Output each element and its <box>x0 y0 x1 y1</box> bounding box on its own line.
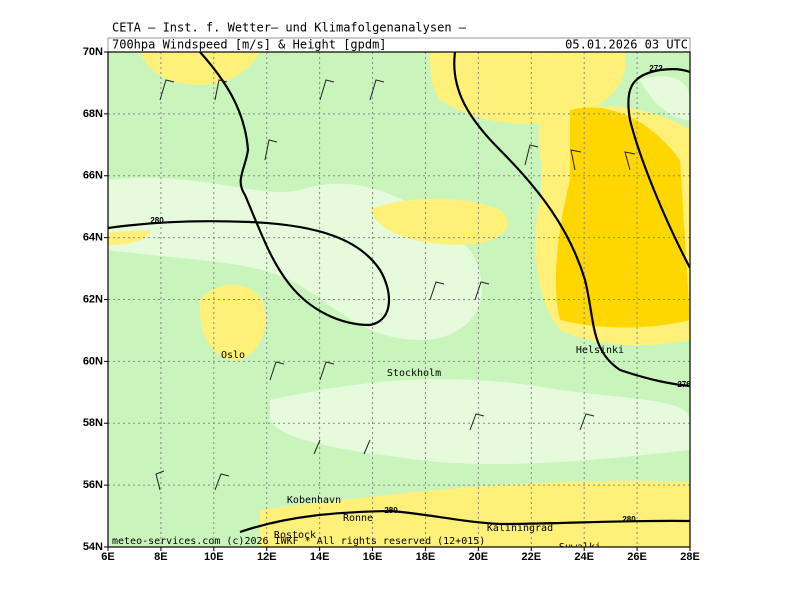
institute: CETA – Inst. f. Wetter– und Klimafolgena… <box>112 21 467 35</box>
place-label: Kaliningrad <box>487 523 553 534</box>
lon-label: 16E <box>363 551 383 563</box>
place-label: Kobenhavn <box>287 495 341 506</box>
lat-label: 60N <box>83 355 103 367</box>
wind-zone <box>370 198 508 245</box>
contour-label: 280 <box>150 216 164 225</box>
lon-label: 6E <box>101 551 114 563</box>
lon-label: 20E <box>469 551 489 563</box>
strong-wind-zone <box>555 107 690 328</box>
lat-label: 66N <box>83 170 103 182</box>
lon-label: 22E <box>521 551 541 563</box>
footer: meteo-services.com (c)2026 IWKF * All ri… <box>112 536 485 547</box>
map-area: 280 272 276 280 280 Oslo Stockholm Helsi… <box>108 52 691 553</box>
lat-label: 56N <box>83 479 103 491</box>
contour-line <box>108 52 391 327</box>
contour-label: 272 <box>649 64 663 73</box>
place-label: Rostock <box>274 530 316 541</box>
contour-label: 280 <box>384 506 398 515</box>
contour-line <box>453 52 690 388</box>
lat-label: 54N <box>83 541 103 553</box>
lat-label: 64N <box>83 232 103 244</box>
contour-label: 280 <box>622 515 636 524</box>
place-label: Suwalki <box>559 542 601 553</box>
lon-label: 18E <box>416 551 436 563</box>
valid-time: 05.01.2026 03 UTC <box>565 38 688 52</box>
contour-line <box>627 68 690 269</box>
lon-label: 8E <box>154 551 167 563</box>
product: 700hpa Windspeed [m/s] & Height [gpdm] <box>112 38 387 52</box>
lat-label: 68N <box>83 108 103 120</box>
lon-label: 28E <box>680 551 700 563</box>
lon-label: 10E <box>204 551 224 563</box>
place-label: Oslo <box>221 350 245 361</box>
lat-label: 58N <box>83 417 103 429</box>
lon-label: 24E <box>574 551 594 563</box>
place-label: Ronne <box>343 513 373 524</box>
place-label: Helsinki <box>576 345 624 356</box>
contour-line <box>239 509 690 534</box>
height-contours <box>108 52 690 534</box>
wind-zone <box>430 52 626 124</box>
lon-label: 12E <box>257 551 277 563</box>
contour-label: 276 <box>677 380 691 389</box>
wind-zone <box>260 480 690 547</box>
calm-zone <box>270 379 690 465</box>
lat-label: 70N <box>83 46 103 58</box>
place-label: Stockholm <box>387 368 441 379</box>
lat-label: 62N <box>83 293 103 305</box>
lon-label: 14E <box>310 551 330 563</box>
wind-zone <box>140 52 260 85</box>
wind-zone <box>199 285 266 361</box>
graticule <box>108 52 690 547</box>
wind-barbs <box>155 79 636 491</box>
calm-zone <box>640 76 690 120</box>
lon-label: 26E <box>627 551 647 563</box>
